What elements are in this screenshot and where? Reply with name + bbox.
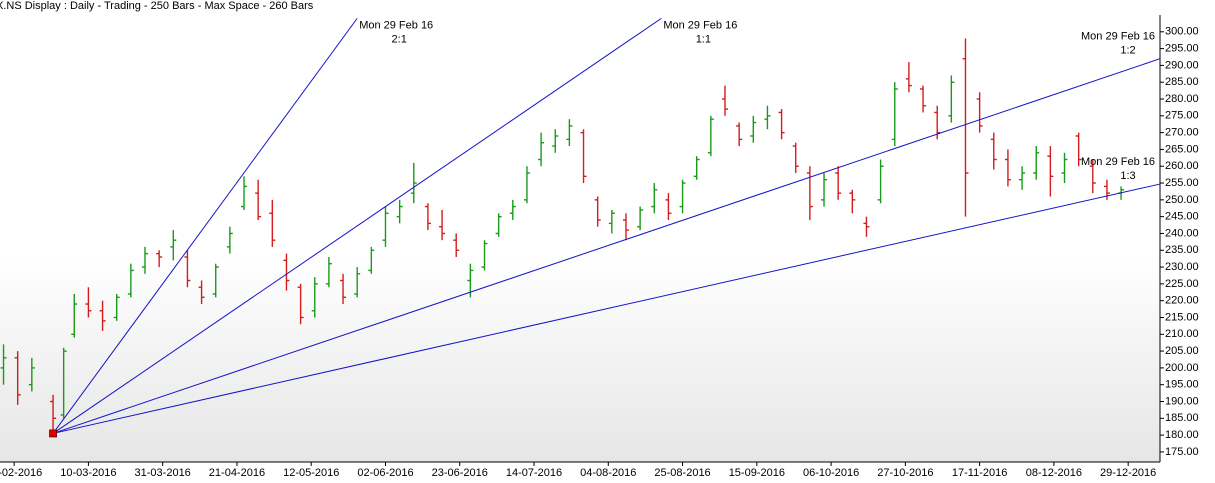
- x-tick-label: 12-05-2016: [283, 467, 339, 479]
- plot-background: [0, 0, 1160, 462]
- y-tick-label: 275.00: [1165, 110, 1199, 122]
- y-tick-label: 230.00: [1165, 261, 1199, 273]
- y-tick-label: 215.00: [1165, 311, 1199, 323]
- x-tick-label: 04-08-2016: [580, 467, 636, 479]
- y-tick-label: 245.00: [1165, 211, 1199, 223]
- y-tick-label: 295.00: [1165, 43, 1199, 55]
- anchor-point: [49, 429, 57, 438]
- y-tick-label: 220.00: [1165, 295, 1199, 307]
- x-tick-label: 02-06-2016: [357, 467, 413, 479]
- y-tick-label: 185.00: [1165, 412, 1199, 424]
- x-tick-label: 27-10-2016: [877, 467, 933, 479]
- fan-ratio: 1:3: [1120, 170, 1135, 182]
- x-tick-label: 10-03-2016: [60, 467, 116, 479]
- y-tick-label: 240.00: [1165, 227, 1199, 239]
- y-tick-label: 280.00: [1165, 93, 1199, 105]
- x-tick-label: 15-09-2016: [729, 467, 785, 479]
- y-tick-label: 235.00: [1165, 244, 1199, 256]
- fan-line: [52, 58, 1161, 434]
- fan-label: Mon 29 Feb 16: [1081, 31, 1155, 43]
- x-tick-label: 18-02-2016: [0, 467, 42, 479]
- y-tick-label: 195.00: [1165, 379, 1199, 391]
- fan-ratio: 1:2: [1120, 45, 1135, 57]
- x-tick-label: 06-10-2016: [803, 467, 859, 479]
- y-tick-label: 260.00: [1165, 160, 1199, 172]
- x-tick-label: 21-04-2016: [209, 467, 265, 479]
- y-tick-label: 200.00: [1165, 362, 1199, 374]
- fan-label: Mon 29 Feb 16: [1081, 156, 1155, 168]
- x-tick-label: 29-12-2016: [1100, 467, 1156, 479]
- fan-ratio: 2:1: [392, 33, 407, 45]
- y-tick-label: 225.00: [1165, 278, 1199, 290]
- y-tick-label: 270.00: [1165, 127, 1199, 139]
- y-tick-label: 265.00: [1165, 143, 1199, 155]
- x-tick-label: 23-06-2016: [432, 467, 488, 479]
- y-tick-label: 255.00: [1165, 177, 1199, 189]
- fan-label: Mon 29 Feb 16: [663, 19, 737, 31]
- y-tick-label: 205.00: [1165, 345, 1199, 357]
- y-tick-label: 175.00: [1165, 446, 1199, 458]
- y-tick-label: 190.00: [1165, 395, 1199, 407]
- y-tick-label: 300.00: [1165, 26, 1199, 38]
- x-tick-label: 08-12-2016: [1026, 467, 1082, 479]
- fan-line: [52, 183, 1161, 434]
- fan-ratio: 1:1: [696, 33, 711, 45]
- y-tick-label: 180.00: [1165, 429, 1199, 441]
- y-tick-label: 285.00: [1165, 76, 1199, 88]
- fan-line: [52, 17, 662, 434]
- fan-label: Mon 29 Feb 16: [359, 19, 433, 31]
- y-tick-label: 250.00: [1165, 194, 1199, 206]
- chart-title: X.NS Display : Daily - Trading - 250 Bar…: [0, 0, 314, 12]
- x-tick-label: 17-11-2016: [952, 467, 1007, 479]
- fan-line: [52, 18, 358, 434]
- y-tick-label: 290.00: [1165, 59, 1199, 71]
- y-tick-label: 210.00: [1165, 328, 1199, 340]
- x-tick-label: 14-07-2016: [506, 467, 562, 479]
- x-tick-label: 25-08-2016: [654, 467, 710, 479]
- x-tick-label: 31-03-2016: [135, 467, 191, 479]
